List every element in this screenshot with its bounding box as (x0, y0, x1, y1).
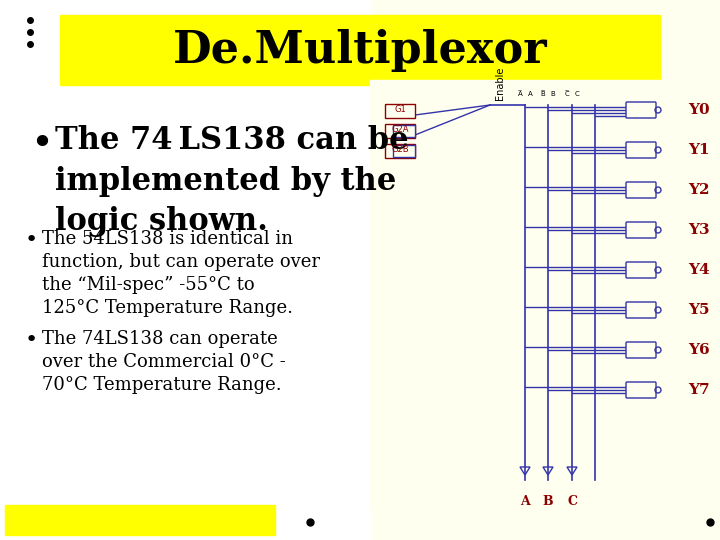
FancyBboxPatch shape (626, 342, 656, 358)
Text: Y1: Y1 (688, 143, 710, 157)
Text: C: C (567, 495, 577, 508)
FancyBboxPatch shape (626, 222, 656, 238)
Text: Y0: Y0 (688, 103, 710, 117)
Text: The 54LS138 is identical in
function, but can operate over
the “Mil-spec” -55°C : The 54LS138 is identical in function, bu… (42, 230, 320, 316)
Text: C̅: C̅ (564, 91, 570, 97)
FancyBboxPatch shape (626, 302, 656, 318)
Bar (0, 0, 370, 540)
Text: Y3: Y3 (688, 223, 710, 237)
Bar (393, 145, 415, 157)
Text: •: • (25, 230, 38, 250)
FancyBboxPatch shape (626, 182, 656, 198)
Text: C: C (575, 91, 580, 97)
Text: Y6: Y6 (688, 343, 710, 357)
FancyBboxPatch shape (626, 142, 656, 158)
Text: The 74 LS138 can be
implemented by the
logic shown.: The 74 LS138 can be implemented by the l… (55, 125, 409, 237)
Text: Y5: Y5 (688, 303, 709, 317)
Text: A: A (520, 495, 530, 508)
Bar (5, 505, 275, 535)
Text: G2A: G2A (391, 125, 409, 134)
Bar (60, 15, 660, 85)
Text: •: • (25, 330, 38, 350)
Text: De.Multiplexor: De.Multiplexor (173, 29, 547, 71)
Bar (370, 50, 720, 480)
Text: •: • (30, 125, 53, 163)
Bar (370, 80, 715, 510)
FancyBboxPatch shape (626, 382, 656, 398)
Text: A̅: A̅ (518, 91, 523, 97)
Text: Enable: Enable (495, 66, 505, 100)
Bar (385, 144, 415, 158)
FancyBboxPatch shape (626, 262, 656, 278)
Text: A: A (528, 91, 532, 97)
Bar (385, 104, 415, 118)
Text: B: B (551, 91, 555, 97)
Bar (385, 124, 415, 138)
Text: B: B (543, 495, 553, 508)
Text: G2B: G2B (391, 145, 409, 154)
Text: G1: G1 (394, 105, 406, 114)
Text: Y7: Y7 (688, 383, 710, 397)
Text: Y4: Y4 (688, 263, 710, 277)
Bar (393, 125, 415, 137)
Text: Y2: Y2 (688, 183, 709, 197)
Text: The 74LS138 can operate
over the Commercial 0°C -
70°C Temperature Range.: The 74LS138 can operate over the Commerc… (42, 330, 286, 394)
FancyBboxPatch shape (626, 102, 656, 118)
Text: B̅: B̅ (541, 91, 545, 97)
